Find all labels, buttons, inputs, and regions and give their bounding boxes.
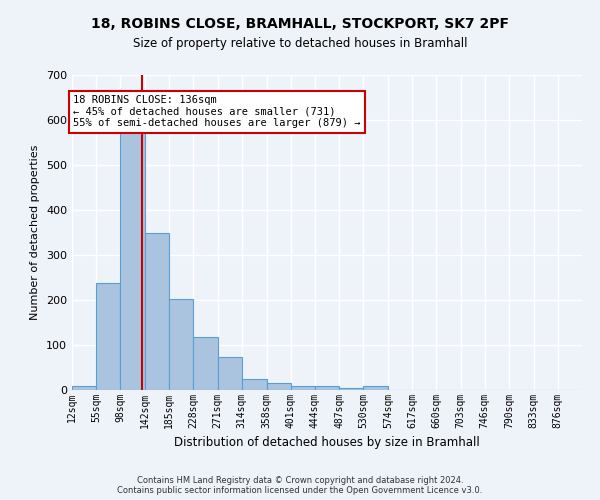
Bar bbox=[315, 386, 339, 390]
Bar bbox=[266, 383, 291, 390]
Bar bbox=[291, 386, 315, 390]
Text: Size of property relative to detached houses in Bramhall: Size of property relative to detached ho… bbox=[133, 38, 467, 51]
Bar bbox=[72, 386, 96, 390]
Bar bbox=[339, 388, 363, 390]
Bar bbox=[218, 357, 242, 390]
Text: Contains HM Land Registry data © Crown copyright and database right 2024.
Contai: Contains HM Land Registry data © Crown c… bbox=[118, 476, 482, 495]
Y-axis label: Number of detached properties: Number of detached properties bbox=[31, 145, 40, 320]
Text: 18 ROBINS CLOSE: 136sqm
← 45% of detached houses are smaller (731)
55% of semi-d: 18 ROBINS CLOSE: 136sqm ← 45% of detache… bbox=[73, 95, 361, 128]
Bar bbox=[96, 284, 121, 390]
Bar bbox=[121, 124, 145, 390]
Bar bbox=[193, 338, 218, 390]
Bar bbox=[363, 386, 388, 390]
Text: 18, ROBINS CLOSE, BRAMHALL, STOCKPORT, SK7 2PF: 18, ROBINS CLOSE, BRAMHALL, STOCKPORT, S… bbox=[91, 18, 509, 32]
Bar bbox=[242, 379, 266, 390]
Bar bbox=[145, 232, 169, 390]
X-axis label: Distribution of detached houses by size in Bramhall: Distribution of detached houses by size … bbox=[174, 436, 480, 450]
Bar bbox=[169, 298, 193, 390]
